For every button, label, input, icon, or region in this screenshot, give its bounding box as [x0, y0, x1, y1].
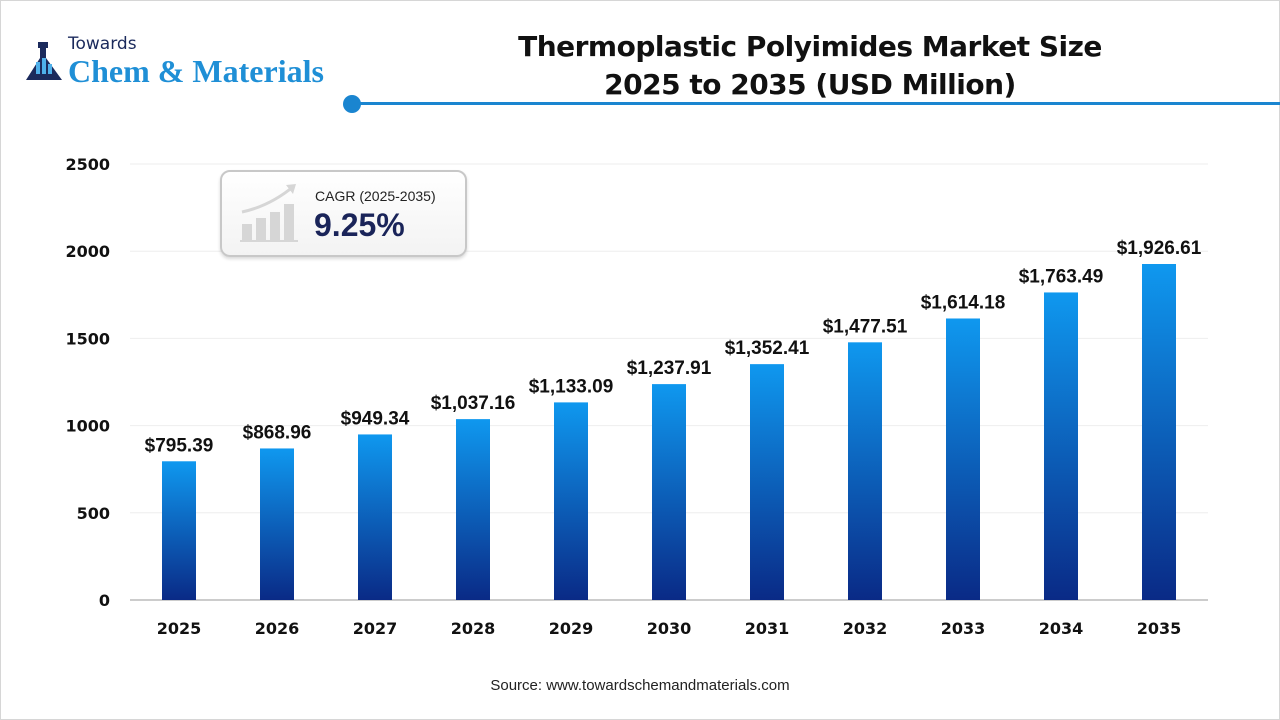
- x-tick-label: 2031: [745, 619, 790, 638]
- bar-2032: [848, 342, 882, 600]
- data-label: $1,037.16: [431, 393, 516, 414]
- x-tick-label: 2025: [157, 619, 202, 638]
- title-line-1: Thermoplastic Polyimides Market Size: [518, 30, 1102, 63]
- chart-title: Thermoplastic Polyimides Market Size 202…: [470, 28, 1150, 104]
- x-tick-label: 2033: [941, 619, 986, 638]
- bar-2033: [946, 318, 980, 600]
- y-tick-label: 2500: [65, 155, 110, 174]
- bar-2031: [750, 364, 784, 600]
- data-label: $1,763.49: [1019, 266, 1104, 287]
- y-tick-label: 1500: [65, 329, 110, 348]
- x-tick-label: 2034: [1039, 619, 1084, 638]
- x-tick-label: 2029: [549, 619, 594, 638]
- y-tick-label: 0: [99, 591, 110, 610]
- bar-2035: [1142, 263, 1176, 600]
- x-tick-label: 2032: [843, 619, 888, 638]
- logo-towards: Towards: [68, 34, 137, 54]
- bar-2034: [1044, 292, 1078, 600]
- data-label: $868.96: [243, 422, 312, 443]
- bar-2027: [358, 434, 392, 600]
- logo: Towards Chem & Materials: [24, 34, 344, 89]
- bar-2030: [652, 384, 686, 600]
- cagr-label: CAGR (2025-2035): [315, 188, 436, 204]
- x-tick-label: 2027: [353, 619, 398, 638]
- y-tick-label: 2000: [65, 242, 110, 261]
- x-tick-label: 2026: [255, 619, 300, 638]
- data-label: $1,352.41: [725, 338, 810, 359]
- data-label: $1,477.51: [823, 316, 908, 337]
- title-dot: [343, 95, 361, 113]
- source-text: Source: www.towardschemandmaterials.com: [490, 677, 790, 694]
- x-tick-label: 2028: [451, 619, 496, 638]
- data-label: $1,133.09: [529, 376, 614, 397]
- bar-2025: [162, 461, 196, 600]
- x-tick-label: 2030: [647, 619, 692, 638]
- data-label: $1,926.61: [1117, 238, 1202, 259]
- flask-icon: [26, 42, 62, 80]
- bar-2026: [260, 448, 294, 600]
- data-label: $795.39: [145, 435, 214, 456]
- data-label: $1,237.91: [627, 358, 712, 379]
- y-tick-label: 500: [77, 504, 110, 523]
- title-line-2: 2025 to 2035 (USD Million): [604, 68, 1016, 101]
- bar-2028: [456, 419, 490, 600]
- x-tick-label: 2035: [1137, 619, 1182, 638]
- cagr-box: CAGR (2025-2035) 9.25%: [220, 170, 467, 257]
- title-underline: [352, 102, 1280, 105]
- data-label: $949.34: [341, 408, 410, 429]
- bar-2029: [554, 402, 588, 600]
- data-label: $1,614.18: [921, 292, 1006, 313]
- growth-chart-icon: [240, 184, 298, 242]
- cagr-value: 9.25%: [314, 207, 405, 243]
- logo-name: Chem & Materials: [68, 53, 324, 89]
- y-tick-label: 1000: [65, 417, 110, 436]
